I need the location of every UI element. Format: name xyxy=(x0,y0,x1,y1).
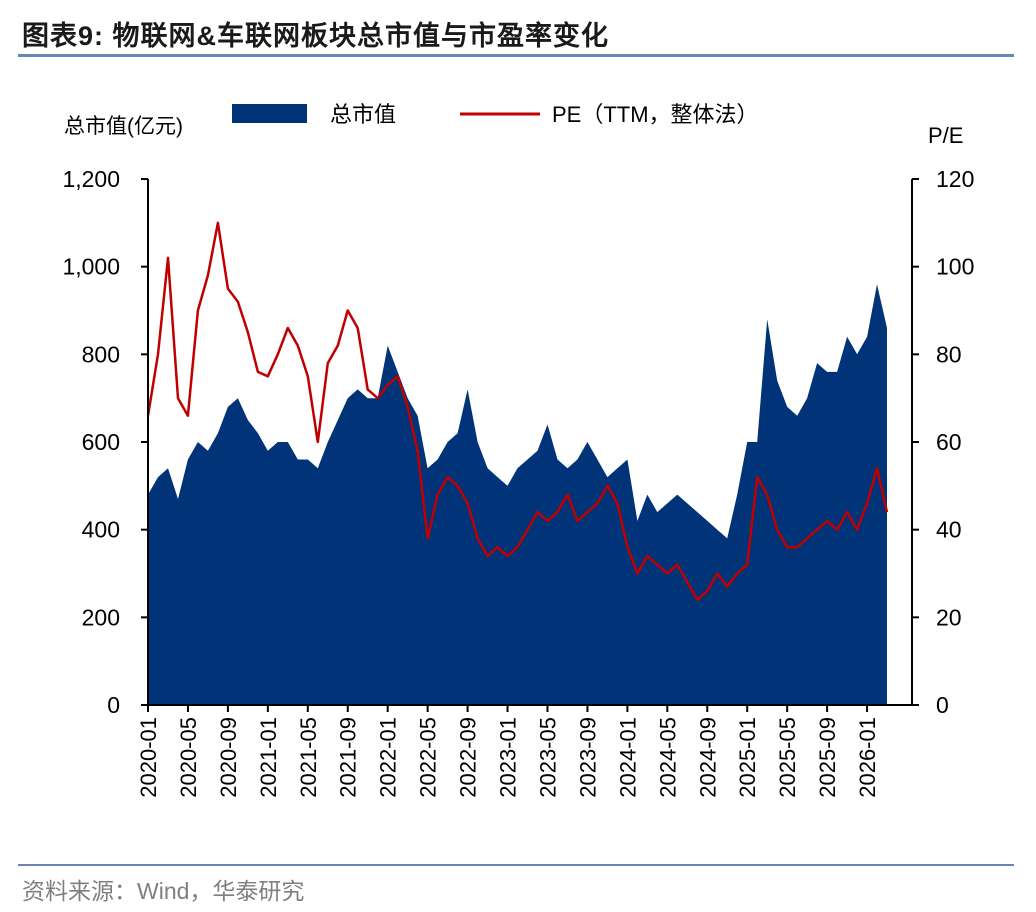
x-tick-label: 2020-01 xyxy=(136,717,161,798)
right-tick-label: 40 xyxy=(936,517,962,543)
left-tick-label: 1,000 xyxy=(62,254,120,280)
right-tick-label: 120 xyxy=(936,166,974,192)
legend-label-pe: PE（TTM，整体法） xyxy=(552,102,759,127)
x-tick-label: 2023-05 xyxy=(535,717,560,798)
x-tick-label: 2021-01 xyxy=(256,717,281,798)
left-tick-label: 600 xyxy=(82,429,120,455)
left-tick-label: 0 xyxy=(107,692,120,718)
x-tick-label: 2022-05 xyxy=(416,717,441,798)
x-tick-label: 2026-01 xyxy=(855,717,880,798)
left-tick-label: 400 xyxy=(82,517,120,543)
x-tick-label: 2024-01 xyxy=(615,717,640,798)
left-tick-label: 1,200 xyxy=(62,166,120,192)
footer-divider xyxy=(18,864,1014,866)
right-tick-label: 100 xyxy=(936,254,974,280)
legend-label-market-cap: 总市值 xyxy=(330,102,396,127)
legend-swatch-market-cap xyxy=(232,104,307,123)
title-divider xyxy=(18,54,1014,57)
left-tick-label: 800 xyxy=(82,341,120,367)
market-cap-area xyxy=(148,284,887,705)
x-tick-label: 2025-09 xyxy=(815,717,840,798)
right-tick-label: 0 xyxy=(936,692,949,718)
left-tick-label: 200 xyxy=(82,604,120,630)
x-tick-label: 2022-09 xyxy=(456,717,481,798)
right-tick-label: 20 xyxy=(936,604,962,630)
right-tick-label: 80 xyxy=(936,341,962,367)
left-axis-label: 总市值(亿元) xyxy=(64,115,183,138)
x-tick-label: 2020-05 xyxy=(176,717,201,798)
source-note: 资料来源：Wind，华泰研究 xyxy=(22,878,305,904)
x-tick-label: 2024-05 xyxy=(655,717,680,798)
x-tick-label: 2020-09 xyxy=(216,717,241,798)
x-tick-label: 2023-01 xyxy=(496,717,521,798)
right-tick-label: 60 xyxy=(936,429,962,455)
x-tick-label: 2021-05 xyxy=(296,717,321,798)
chart-title: 图表9: 物联网&车联网板块总市值与市盈率变化 xyxy=(22,21,610,51)
x-tick-label: 2021-09 xyxy=(336,717,361,798)
x-tick-label: 2025-01 xyxy=(735,717,760,798)
market-cap-pe-chart: 总市值 PE（TTM，整体法） 总市值(亿元) P/E 020040060080… xyxy=(62,102,974,798)
x-tick-label: 2025-05 xyxy=(775,717,800,798)
x-tick-label: 2022-01 xyxy=(376,717,401,798)
x-tick-label: 2024-09 xyxy=(695,717,720,798)
x-tick-label: 2023-09 xyxy=(575,717,600,798)
right-axis-label: P/E xyxy=(928,123,963,148)
